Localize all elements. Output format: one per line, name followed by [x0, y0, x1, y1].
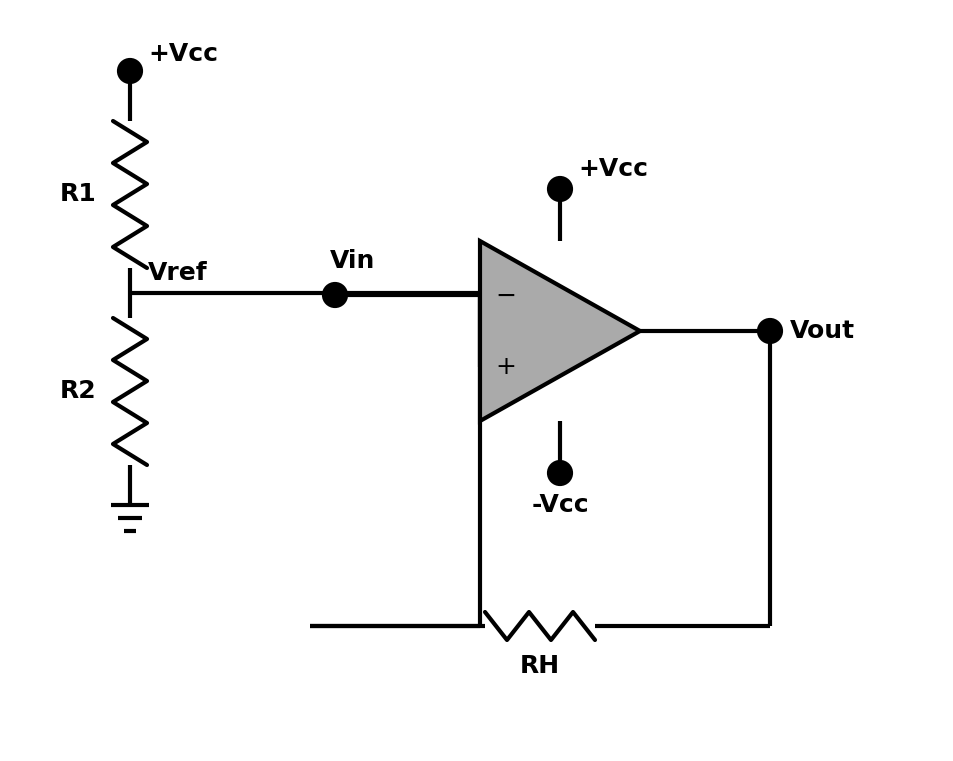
Text: $-$: $-$ — [495, 283, 515, 307]
Text: +Vcc: +Vcc — [148, 42, 218, 66]
Circle shape — [548, 178, 571, 200]
Text: Vref: Vref — [148, 261, 208, 285]
Text: -Vcc: -Vcc — [531, 493, 588, 517]
Text: R1: R1 — [59, 183, 96, 206]
Circle shape — [324, 284, 346, 306]
Text: R2: R2 — [60, 380, 96, 403]
Circle shape — [759, 320, 781, 342]
Circle shape — [119, 60, 141, 82]
Text: $+$: $+$ — [495, 355, 515, 379]
Text: RH: RH — [519, 654, 559, 678]
Text: +Vcc: +Vcc — [578, 157, 647, 181]
Text: Vin: Vin — [330, 249, 375, 273]
Text: Vout: Vout — [789, 319, 854, 343]
Polygon shape — [479, 241, 639, 421]
Circle shape — [548, 462, 571, 484]
